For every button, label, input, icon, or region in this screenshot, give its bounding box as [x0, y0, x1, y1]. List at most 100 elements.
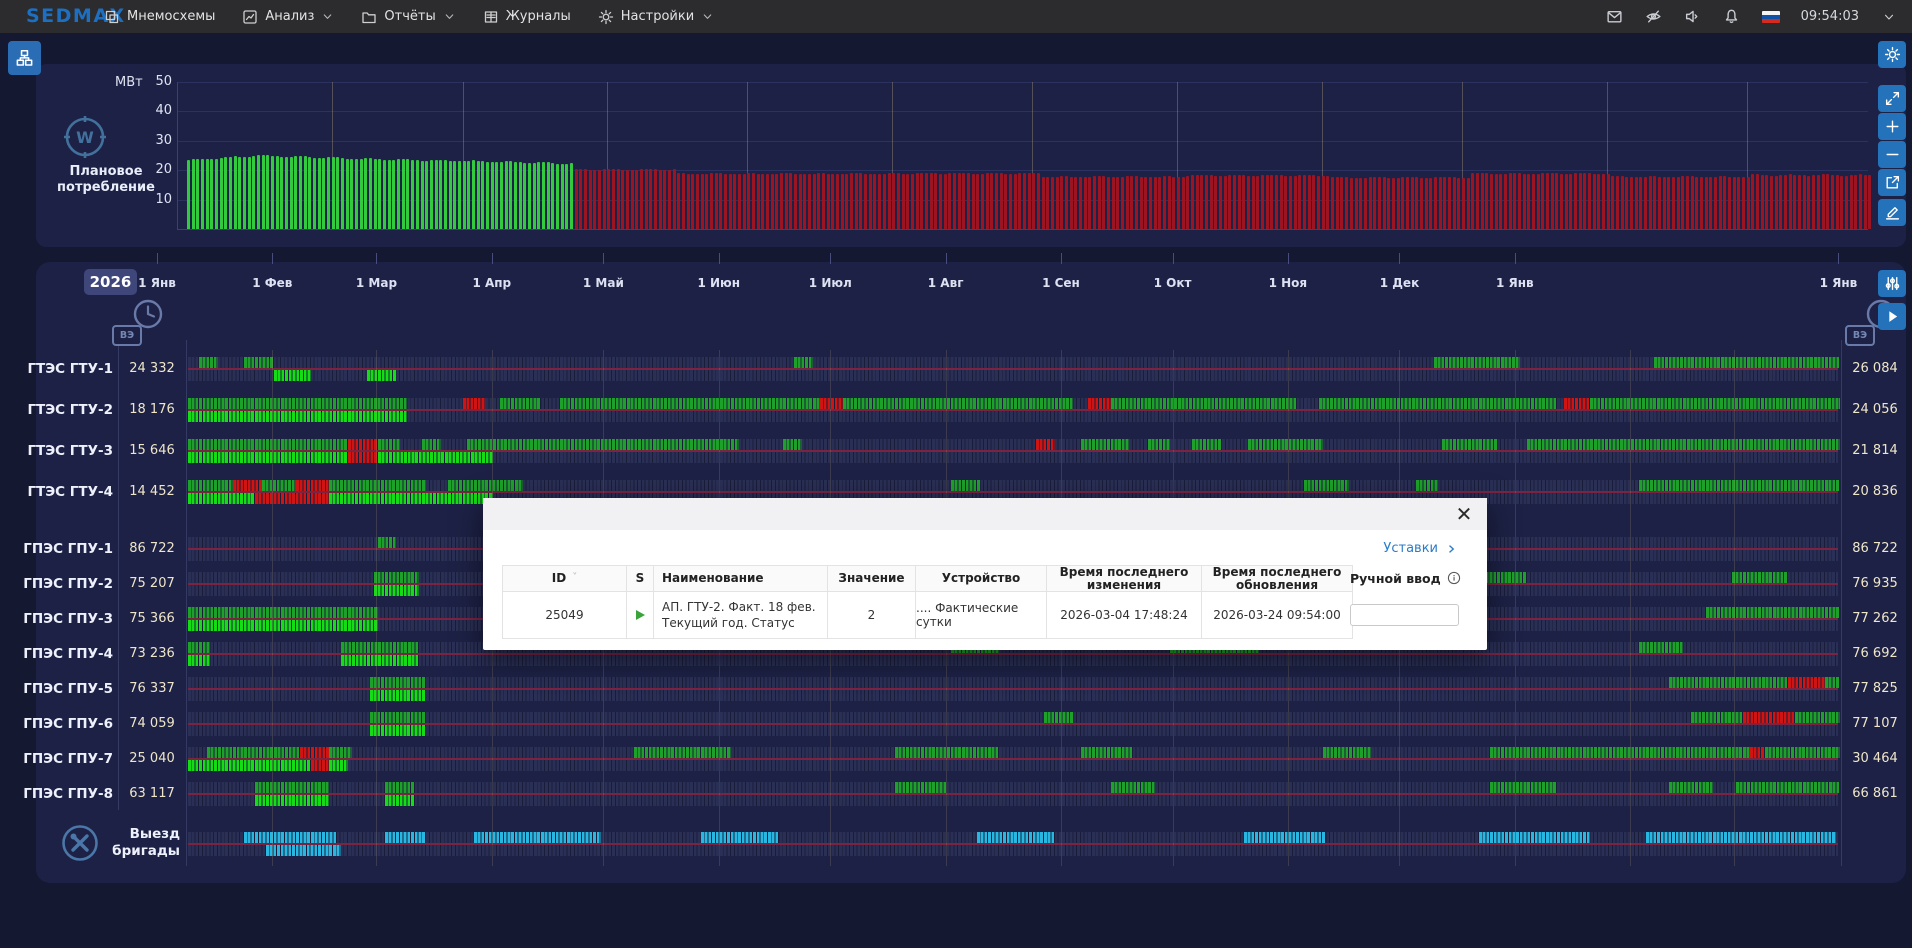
row-4-plan-strip[interactable]	[188, 480, 1838, 491]
activity-segment[interactable]	[1416, 480, 1438, 491]
activity-segment[interactable]	[820, 398, 842, 409]
activity-segment[interactable]	[1654, 357, 1840, 368]
activity-segment[interactable]	[1564, 398, 1590, 409]
activity-segment[interactable]	[329, 747, 351, 758]
activity-segment[interactable]	[463, 398, 485, 409]
activity-segment[interactable]	[1304, 480, 1349, 491]
activity-segment[interactable]	[374, 572, 419, 583]
activity-segment[interactable]	[188, 398, 407, 409]
year-selector[interactable]: 2026	[84, 269, 137, 295]
activity-segment[interactable]	[329, 480, 426, 491]
activity-segment[interactable]	[244, 357, 274, 368]
activity-segment[interactable]	[300, 747, 330, 758]
activity-segment[interactable]	[634, 747, 731, 758]
activity-segment[interactable]	[1044, 712, 1074, 723]
brigade-fact-strip[interactable]	[188, 845, 1838, 856]
activity-segment[interactable]	[467, 439, 739, 450]
column-header[interactable]: Устройство	[916, 566, 1046, 592]
activity-segment[interactable]	[255, 795, 329, 806]
activity-segment[interactable]	[560, 398, 820, 409]
row-11-plan-strip[interactable]	[188, 747, 1838, 758]
row-9-plan-strip[interactable]	[188, 677, 1838, 688]
activity-segment[interactable]	[500, 398, 541, 409]
activity-segment[interactable]	[1434, 357, 1520, 368]
activity-segment[interactable]	[448, 480, 522, 491]
activity-segment[interactable]	[1490, 747, 1750, 758]
activity-segment[interactable]	[1765, 747, 1839, 758]
activity-segment[interactable]	[1081, 439, 1129, 450]
activity-segment[interactable]	[1795, 712, 1840, 723]
row-1-fact-strip[interactable]	[188, 370, 1838, 381]
column-header[interactable]: ID˅	[503, 566, 626, 592]
activity-segment[interactable]	[1527, 439, 1839, 450]
activity-segment[interactable]	[378, 537, 397, 548]
activity-segment[interactable]	[188, 411, 407, 422]
activity-segment[interactable]	[262, 480, 295, 491]
activity-segment[interactable]	[1148, 439, 1170, 450]
activity-segment[interactable]	[255, 782, 329, 793]
activity-segment[interactable]	[188, 620, 378, 631]
sort-chevron-icon[interactable]: ˅	[572, 572, 577, 585]
column-header[interactable]: Время последнего изменения	[1047, 566, 1201, 592]
activity-segment[interactable]	[1111, 782, 1156, 793]
activity-segment[interactable]	[199, 357, 218, 368]
activity-segment[interactable]	[794, 357, 813, 368]
activity-segment[interactable]	[474, 832, 600, 843]
activity-segment[interactable]	[1319, 398, 1557, 409]
toolbar-export-button[interactable]	[1878, 169, 1906, 196]
sound-icon[interactable]	[1684, 8, 1702, 26]
table-cell[interactable]	[627, 592, 653, 638]
eye-off-icon[interactable]	[1645, 8, 1663, 26]
activity-segment[interactable]	[370, 677, 426, 688]
activity-segment[interactable]	[1639, 642, 1684, 653]
activity-segment[interactable]	[266, 845, 340, 856]
activity-segment[interactable]	[1192, 439, 1222, 450]
activity-segment[interactable]	[422, 439, 441, 450]
row-3-fact-strip[interactable]	[188, 452, 1838, 463]
activity-segment[interactable]	[188, 493, 255, 504]
bell-icon[interactable]	[1723, 8, 1741, 26]
activity-segment[interactable]	[1111, 398, 1297, 409]
column-header[interactable]: S	[627, 566, 653, 592]
activity-segment[interactable]	[1323, 747, 1371, 758]
activity-segment[interactable]	[188, 760, 311, 771]
tree-structure-button[interactable]	[8, 41, 41, 75]
row-3-plan-strip[interactable]	[188, 439, 1838, 450]
mail-icon[interactable]	[1606, 8, 1624, 26]
activity-segment[interactable]	[233, 480, 263, 491]
signal-table[interactable]: ID˅25049SНаименованиеАП. ГТУ-2. Факт. 18…	[502, 565, 1353, 639]
activity-segment[interactable]	[378, 452, 493, 463]
toolbar-play-button[interactable]	[1878, 303, 1906, 330]
activity-segment[interactable]	[367, 370, 397, 381]
activity-segment[interactable]	[341, 655, 419, 666]
activity-segment[interactable]	[1732, 572, 1788, 583]
activity-segment[interactable]	[188, 642, 210, 653]
row-9-fact-strip[interactable]	[188, 690, 1838, 701]
row-10-fact-strip[interactable]	[188, 725, 1838, 736]
activity-segment[interactable]	[951, 480, 981, 491]
activity-segment[interactable]	[311, 760, 330, 771]
activity-segment[interactable]	[385, 832, 426, 843]
table-cell[interactable]: 2026-03-04 17:48:24	[1047, 592, 1201, 638]
language-flag-ru[interactable]	[1762, 11, 1780, 23]
column-header[interactable]: Время последнего обновления	[1202, 566, 1352, 592]
activity-segment[interactable]	[348, 452, 378, 463]
activity-segment[interactable]	[1248, 439, 1322, 450]
column-header[interactable]: Значение	[828, 566, 915, 592]
activity-segment[interactable]	[188, 480, 233, 491]
activity-segment[interactable]	[329, 493, 493, 504]
toolbar-settings-button[interactable]	[1878, 41, 1906, 68]
activity-segment[interactable]	[1691, 712, 1743, 723]
setpoints-link[interactable]: Уставки	[1383, 541, 1457, 556]
activity-segment[interactable]	[188, 607, 378, 618]
activity-segment[interactable]	[296, 480, 329, 491]
toolbar-zoom-out-button[interactable]	[1878, 141, 1906, 168]
brigade-plan-strip[interactable]	[188, 832, 1838, 843]
activity-segment[interactable]	[1081, 747, 1133, 758]
activity-segment[interactable]	[385, 795, 415, 806]
activity-segment[interactable]	[1736, 782, 1840, 793]
activity-segment[interactable]	[341, 642, 419, 653]
activity-segment[interactable]	[1669, 782, 1714, 793]
activity-segment[interactable]	[1706, 607, 1840, 618]
activity-segment[interactable]	[1639, 480, 1840, 491]
